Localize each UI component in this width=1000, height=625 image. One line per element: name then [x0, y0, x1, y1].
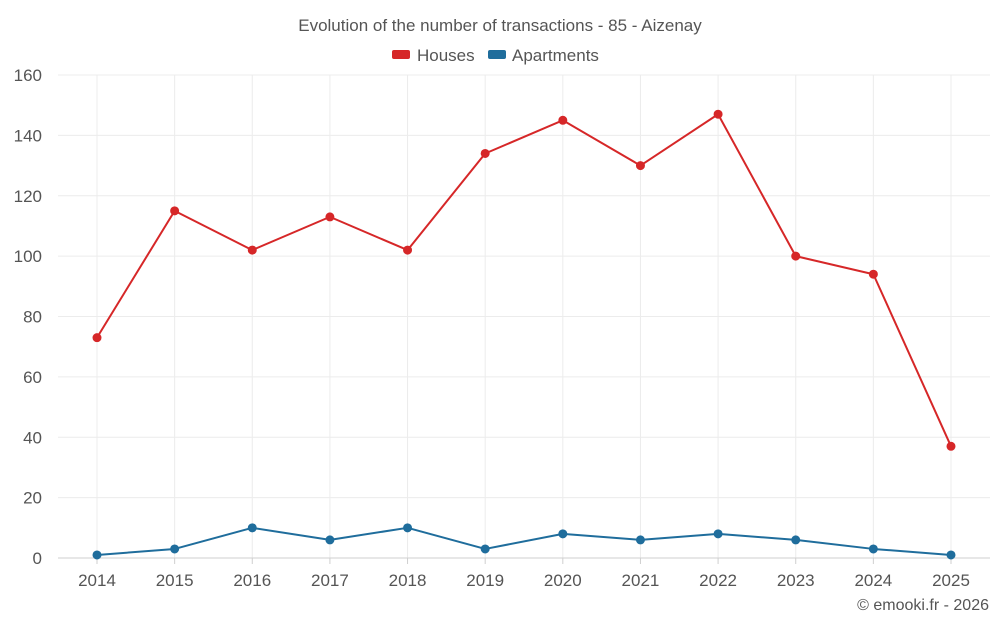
- data-point-apartments-2014[interactable]: [92, 550, 102, 560]
- x-tick-label-2014: 2014: [78, 571, 116, 590]
- data-point-apartments-2018[interactable]: [403, 523, 413, 533]
- data-point-houses-2024[interactable]: [868, 269, 878, 279]
- x-tick-label-2022: 2022: [699, 571, 737, 590]
- legend-swatch-houses: [392, 50, 410, 59]
- data-point-houses-2018[interactable]: [403, 245, 413, 255]
- x-tick-label-2017: 2017: [311, 571, 349, 590]
- y-tick-label-20: 20: [23, 489, 42, 508]
- data-point-houses-2016[interactable]: [247, 245, 257, 255]
- data-point-apartments-2022[interactable]: [713, 529, 723, 539]
- y-tick-label-40: 40: [23, 428, 42, 447]
- x-tick-label-2023: 2023: [777, 571, 815, 590]
- y-tick-label-0: 0: [33, 549, 42, 568]
- data-point-houses-2022[interactable]: [713, 109, 723, 119]
- data-point-apartments-2015[interactable]: [170, 544, 180, 554]
- x-tick-label-2021: 2021: [622, 571, 660, 590]
- y-tick-label-100: 100: [14, 247, 42, 266]
- x-tick-label-2024: 2024: [854, 571, 892, 590]
- data-point-houses-2017[interactable]: [325, 212, 335, 222]
- data-point-houses-2019[interactable]: [480, 148, 490, 158]
- series-line-houses: [96, 113, 952, 448]
- x-axis-ticks: 2014 2015 2016 2017 2018 2019 2020 2021 2022 2023…: [78, 558, 970, 590]
- y-tick-label-160: 160: [14, 66, 42, 85]
- data-point-apartments-2016[interactable]: [247, 523, 257, 533]
- data-point-houses-2025[interactable]: [946, 441, 956, 451]
- x-tick-label-2020: 2020: [544, 571, 582, 590]
- x-tick-label-2018: 2018: [389, 571, 427, 590]
- data-point-houses-2023[interactable]: [791, 251, 801, 261]
- y-tick-label-80: 80: [23, 308, 42, 327]
- x-tick-label-2019: 2019: [466, 571, 504, 590]
- y-tick-label-60: 60: [23, 368, 42, 387]
- y-axis-ticks: 0 20 40 60 80 100 120 140 160: [14, 66, 42, 568]
- gridlines: [58, 74, 990, 558]
- x-tick-label-2025: 2025: [932, 571, 970, 590]
- data-point-apartments-2023[interactable]: [791, 535, 801, 545]
- data-point-apartments-2020[interactable]: [558, 529, 568, 539]
- series-line-apartments: [96, 526, 952, 556]
- y-tick-label-140: 140: [14, 126, 42, 145]
- legend-label-apartments: Apartments: [512, 46, 599, 65]
- data-point-houses-2015[interactable]: [170, 206, 180, 216]
- data-point-houses-2021[interactable]: [635, 161, 645, 171]
- legend-label-houses: Houses: [417, 46, 475, 65]
- data-point-apartments-2024[interactable]: [868, 544, 878, 554]
- x-tick-label-2015: 2015: [156, 571, 194, 590]
- data-point-houses-2014[interactable]: [92, 333, 102, 343]
- legend: Houses Apartments: [392, 46, 599, 65]
- chart-title: Evolution of the number of transactions …: [298, 16, 702, 35]
- y-tick-label-120: 120: [14, 187, 42, 206]
- data-point-apartments-2025[interactable]: [946, 550, 956, 560]
- data-point-houses-2020[interactable]: [558, 115, 568, 125]
- legend-swatch-apartments: [488, 50, 506, 59]
- credit-text: © emooki.fr - 2026: [857, 597, 989, 614]
- series-layer: [92, 109, 956, 560]
- x-tick-label-2016: 2016: [233, 571, 271, 590]
- data-point-apartments-2019[interactable]: [480, 544, 490, 554]
- series-houses: [92, 109, 956, 451]
- data-point-apartments-2017[interactable]: [325, 535, 335, 545]
- data-point-apartments-2021[interactable]: [635, 535, 645, 545]
- series-apartments: [92, 523, 956, 560]
